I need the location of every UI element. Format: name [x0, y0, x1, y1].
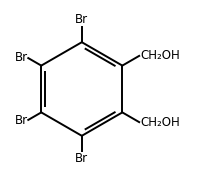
Text: CH₂OH: CH₂OH: [140, 116, 180, 129]
Text: Br: Br: [75, 152, 88, 165]
Text: Br: Br: [75, 13, 88, 26]
Text: Br: Br: [14, 114, 28, 127]
Text: CH₂OH: CH₂OH: [140, 49, 180, 62]
Text: Br: Br: [14, 51, 28, 64]
